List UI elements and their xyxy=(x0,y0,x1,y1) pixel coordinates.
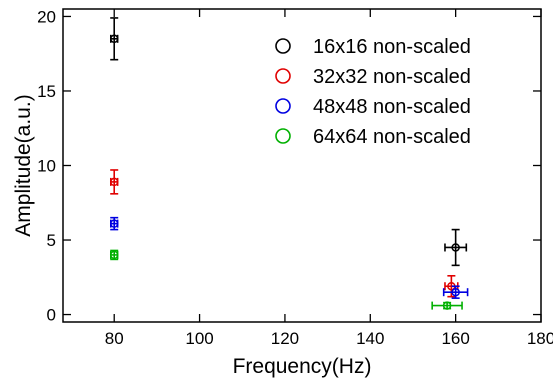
legend-label: 64x64 non-scaled xyxy=(313,126,471,148)
data-point xyxy=(109,169,119,195)
x-tick-label: 160 xyxy=(441,329,469,348)
x-tick-label: 180 xyxy=(527,329,553,348)
x-tick-label: 120 xyxy=(271,329,299,348)
y-tick-label: 15 xyxy=(37,82,56,101)
legend-item: 32x32 non-scaled xyxy=(275,66,471,88)
legend-marker xyxy=(275,128,291,144)
axes: 80 100 120 140 160 180 0 5 10 15 20 xyxy=(37,7,553,348)
data-point xyxy=(109,17,119,61)
data-point xyxy=(444,228,468,267)
data-point xyxy=(442,285,469,299)
y-tick-label: 10 xyxy=(37,157,56,176)
legend: 16x16 non-scaled 32x32 non-scaled 48x48 no… xyxy=(275,36,471,148)
x-axis-label: Frequency(Hz) xyxy=(233,355,372,378)
legend-label: 32x32 non-scaled xyxy=(313,66,471,88)
legend-marker xyxy=(275,68,291,84)
legend-label: 48x48 non-scaled xyxy=(313,96,471,118)
legend-marker xyxy=(275,38,291,54)
point-marker xyxy=(109,177,119,187)
point-marker xyxy=(442,301,452,310)
legend-label: 16x16 non-scaled xyxy=(313,36,471,58)
point-marker xyxy=(109,219,119,228)
y-tick-label: 20 xyxy=(37,7,56,26)
y-tick-label: 5 xyxy=(47,231,56,250)
x-tick-label: 140 xyxy=(356,329,384,348)
y-tick-label: 0 xyxy=(47,306,56,325)
data-point xyxy=(431,301,463,310)
y-axis-label: Amplitude(a.u.) xyxy=(12,94,35,236)
point-marker xyxy=(451,287,460,297)
point-marker xyxy=(109,250,119,260)
data-point xyxy=(109,216,119,231)
legend-item: 64x64 non-scaled xyxy=(275,126,471,148)
legend-item: 48x48 non-scaled xyxy=(275,96,471,118)
data-point xyxy=(109,249,119,261)
x-tick-label: 100 xyxy=(185,329,213,348)
point-marker xyxy=(109,34,119,44)
point-marker xyxy=(451,243,460,252)
legend-item: 16x16 non-scaled xyxy=(275,36,471,58)
legend-marker xyxy=(275,98,291,114)
x-tick-label: 80 xyxy=(105,329,124,348)
data-marks xyxy=(109,17,469,310)
